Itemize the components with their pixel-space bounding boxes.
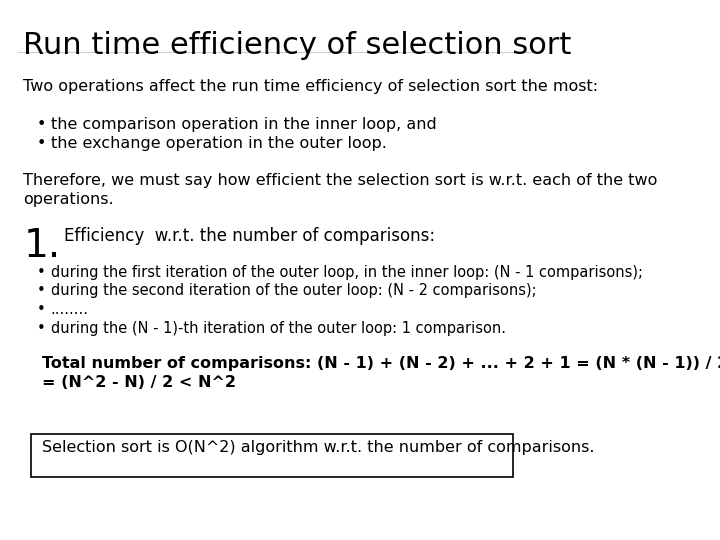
Text: during the first iteration of the outer loop, in the inner loop: (N - 1 comparis: during the first iteration of the outer … bbox=[50, 265, 643, 280]
Text: Two operations affect the run time efficiency of selection sort the most:: Two operations affect the run time effic… bbox=[23, 79, 598, 94]
Text: •: • bbox=[37, 265, 45, 280]
Text: the comparison operation in the inner loop, and: the comparison operation in the inner lo… bbox=[50, 117, 436, 132]
Text: •: • bbox=[37, 284, 45, 299]
FancyBboxPatch shape bbox=[32, 434, 513, 477]
Text: operations.: operations. bbox=[23, 192, 114, 207]
Text: ........: ........ bbox=[50, 302, 89, 317]
Text: Total number of comparisons: (N - 1) + (N - 2) + ... + 2 + 1 = (N * (N - 1)) / 2: Total number of comparisons: (N - 1) + (… bbox=[42, 356, 720, 371]
Text: •: • bbox=[37, 302, 45, 317]
Text: the exchange operation in the outer loop.: the exchange operation in the outer loop… bbox=[50, 136, 387, 151]
Text: •: • bbox=[37, 117, 46, 132]
Text: •: • bbox=[37, 321, 45, 336]
Text: Run time efficiency of selection sort: Run time efficiency of selection sort bbox=[23, 31, 572, 60]
Text: Therefore, we must say how efficient the selection sort is w.r.t. each of the tw: Therefore, we must say how efficient the… bbox=[23, 173, 657, 188]
Text: Selection sort is O(N^2) algorithm w.r.t. the number of comparisons.: Selection sort is O(N^2) algorithm w.r.t… bbox=[42, 440, 595, 455]
Text: = (N^2 - N) / 2 < N^2: = (N^2 - N) / 2 < N^2 bbox=[42, 375, 236, 390]
Text: •: • bbox=[37, 136, 46, 151]
Text: during the (N - 1)-th iteration of the outer loop: 1 comparison.: during the (N - 1)-th iteration of the o… bbox=[50, 321, 505, 336]
Text: 1.: 1. bbox=[23, 227, 60, 265]
Text: during the second iteration of the outer loop: (N - 2 comparisons);: during the second iteration of the outer… bbox=[50, 284, 536, 299]
Text: Efficiency  w.r.t. the number of comparisons:: Efficiency w.r.t. the number of comparis… bbox=[64, 227, 436, 245]
